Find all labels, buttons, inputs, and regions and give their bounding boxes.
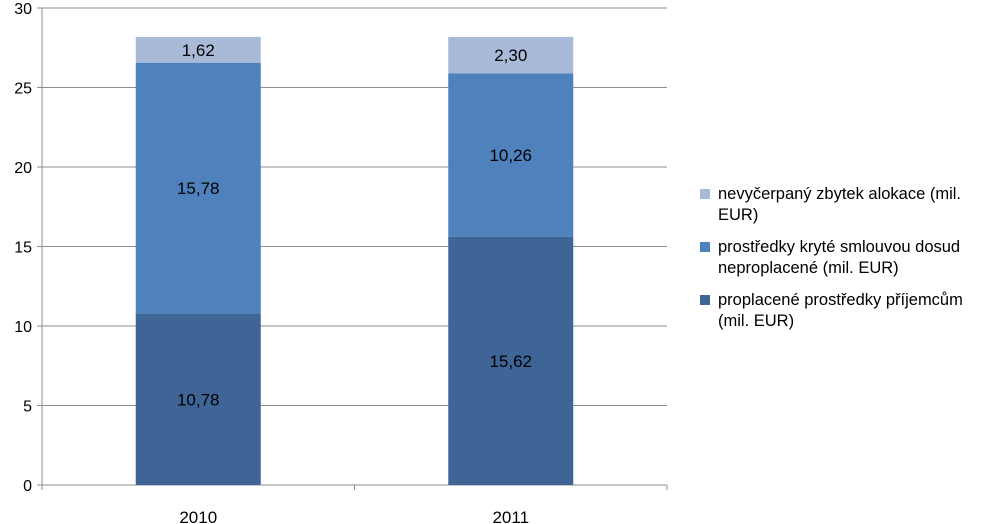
y-tick-label: 15 xyxy=(14,240,32,257)
y-tick-label: 10 xyxy=(14,319,32,336)
data-label: 10,26 xyxy=(489,146,532,165)
legend-label: neproplacené (mil. EUR) xyxy=(718,259,899,277)
y-tick-label: 25 xyxy=(14,81,32,98)
x-tick-label: 2010 xyxy=(179,508,217,524)
legend-swatch xyxy=(700,189,710,199)
bar-segment xyxy=(448,236,574,485)
data-label: 2,30 xyxy=(494,46,527,65)
data-label: 10,78 xyxy=(177,390,220,409)
data-label: 15,78 xyxy=(177,179,220,198)
legend-swatch xyxy=(700,242,710,252)
data-labels: 10,78 15,78 1,62 15,62 10,26 2,30 xyxy=(177,41,532,409)
y-tick-label: 0 xyxy=(23,478,32,495)
x-tick-label: 2011 xyxy=(492,508,529,524)
legend-item: proplacené prostředky příjemcům (mil. EUR… xyxy=(700,290,1005,332)
bars xyxy=(135,36,574,485)
legend-swatch xyxy=(700,295,710,305)
legend-label: (mil. EUR) xyxy=(718,312,795,330)
data-label: 1,62 xyxy=(182,41,215,60)
data-label: 15,62 xyxy=(489,352,532,371)
bar-segment xyxy=(135,313,261,485)
legend-label: proplacené prostředky příjemcům xyxy=(718,291,963,309)
bar-segment xyxy=(135,62,261,314)
legend-item: prostředky kryté smlouvou dosud neproplac… xyxy=(700,237,1005,279)
bar-segment xyxy=(448,36,574,74)
y-tick-label: 30 xyxy=(14,1,32,18)
legend-label: prostředky kryté smlouvou dosud xyxy=(718,238,961,256)
bar-segment xyxy=(448,73,574,237)
legend: nevyčerpaný zbytek alokace (mil. EUR) pros… xyxy=(700,184,1005,343)
bar-segment xyxy=(135,36,261,63)
y-tick-label: 20 xyxy=(14,160,32,177)
legend-label: EUR) xyxy=(718,206,759,224)
legend-label: nevyčerpaný zbytek alokace (mil. xyxy=(718,185,962,203)
legend-item: nevyčerpaný zbytek alokace (mil. EUR) xyxy=(700,184,1005,226)
y-tick-label: 5 xyxy=(23,399,32,416)
